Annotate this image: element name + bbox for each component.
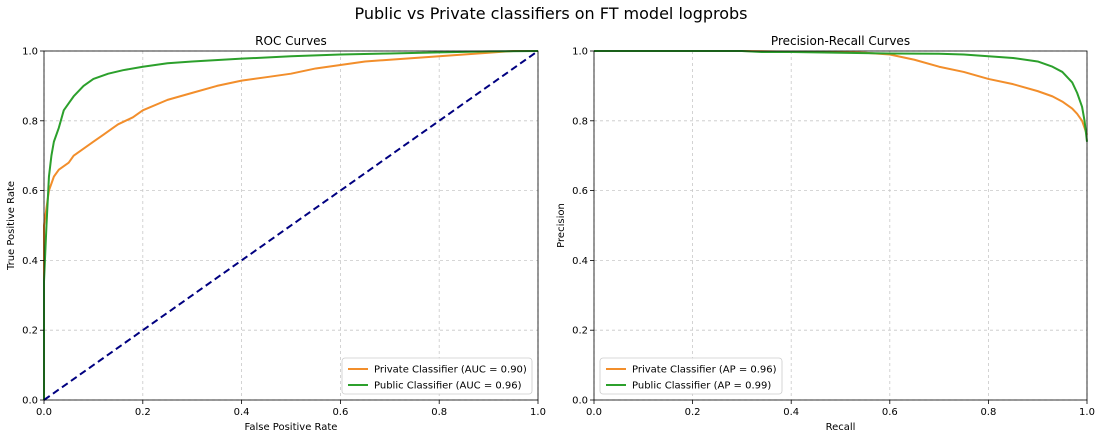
x-tick-label: 0.2 [135, 407, 151, 418]
x-tick-label: 0.0 [36, 407, 52, 418]
x-tick-label: 1.0 [1079, 407, 1095, 418]
x-tick-label: 0.0 [586, 407, 602, 418]
chart-title: ROC Curves [255, 34, 327, 48]
y-axis-label: Precision [556, 203, 567, 248]
series-line-public [594, 50, 1088, 142]
legend: Private Classifier (AP = 0.96) Public Cla… [599, 357, 783, 395]
series-line-private [594, 50, 1088, 136]
y-tick-label: 0.4 [572, 256, 588, 267]
legend-box [341, 357, 533, 395]
x-tick-label: 0.6 [882, 407, 898, 418]
y-tick-label: 0.2 [572, 326, 588, 337]
plot-frame [43, 50, 539, 401]
x-tick-label: 0.4 [783, 407, 799, 418]
y-tick-label: 1.0 [572, 47, 588, 58]
y-tick-label: 0.8 [22, 116, 38, 127]
x-tick-label: 0.2 [685, 407, 701, 418]
diagonal-reference-line [43, 50, 539, 401]
y-tick-label: 0.2 [22, 326, 38, 337]
pr-panel: 0.0 0.2 0.4 0.6 0.8 1.0 0.0 0.2 0.4 0.6 0.8 1.0 Prec… [556, 34, 1095, 433]
chart-title: Precision-Recall Curves [771, 34, 910, 48]
x-axis-label: False Positive Rate [245, 422, 338, 433]
legend-box [599, 357, 783, 395]
series-line-private [43, 50, 538, 400]
legend-label: Private Classifier (AP = 0.96) [632, 365, 777, 376]
figure-title: Public vs Private classifiers on FT mode… [354, 4, 748, 23]
x-tick-label: 0.6 [332, 407, 348, 418]
y-tick-label: 0.6 [22, 186, 38, 197]
x-tick-label: 0.4 [234, 407, 250, 418]
y-tick-label: 0.4 [22, 256, 38, 267]
y-axis-label: True Positive Rate [6, 181, 17, 271]
roc-panel: 0.0 0.2 0.4 0.6 0.8 1.0 0.0 0.2 0.4 0.6 0.8 1.0 ROC … [6, 34, 546, 433]
legend-label: Public Classifier (AUC = 0.96) [374, 381, 522, 392]
x-tick-label: 0.8 [431, 407, 447, 418]
y-tick-label: 0.0 [22, 396, 38, 407]
x-axis-label: Recall [826, 422, 856, 433]
legend-label: Private Classifier (AUC = 0.90) [374, 365, 527, 376]
y-tick-label: 0.8 [572, 116, 588, 127]
legend-label: Public Classifier (AP = 0.99) [632, 381, 771, 392]
y-tick-label: 0.6 [572, 186, 588, 197]
plot-frame [593, 50, 1088, 401]
series-line-public [43, 50, 539, 400]
y-tick-label: 1.0 [22, 47, 38, 58]
x-tick-label: 1.0 [530, 407, 546, 418]
x-tick-label: 0.8 [980, 407, 996, 418]
y-tick-label: 0.0 [572, 396, 588, 407]
legend: Private Classifier (AUC = 0.90) Public Cl… [341, 357, 533, 395]
